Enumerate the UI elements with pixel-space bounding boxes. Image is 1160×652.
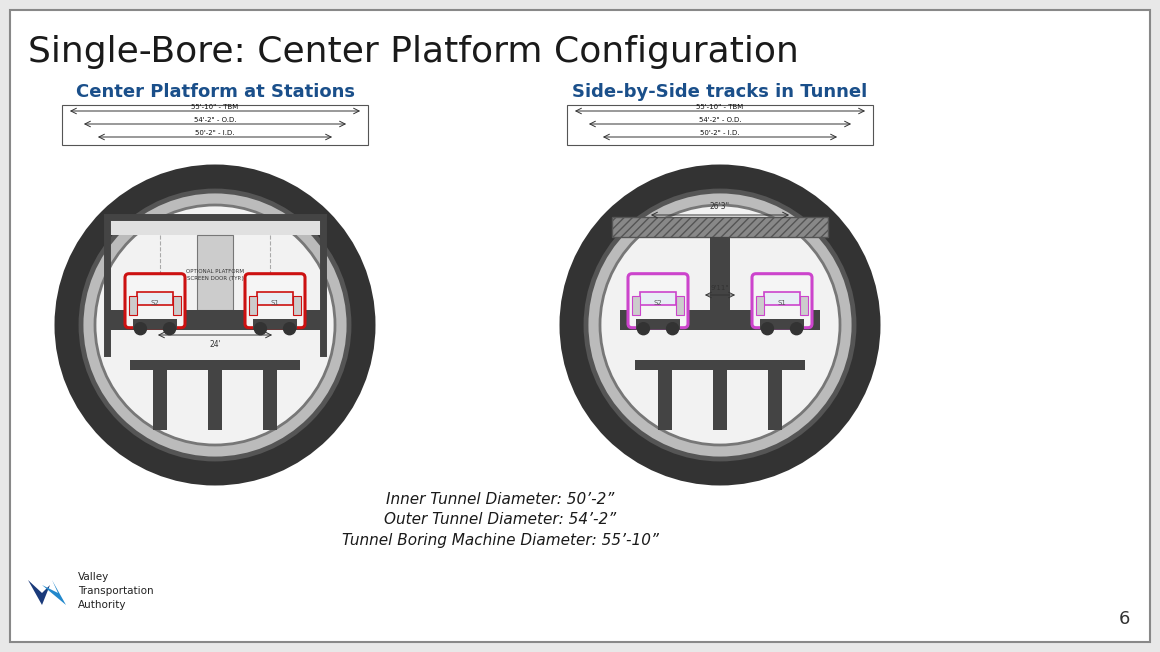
Circle shape	[67, 177, 363, 473]
Text: S1: S1	[777, 300, 786, 306]
Text: Inner Tunnel Diameter: 50’-2”: Inner Tunnel Diameter: 50’-2”	[386, 492, 614, 507]
Circle shape	[164, 323, 175, 334]
Text: S1: S1	[270, 300, 280, 306]
Text: 9'11": 9'11"	[711, 285, 730, 291]
Text: S2: S2	[653, 300, 662, 306]
Bar	[292, 296, 300, 314]
Text: 24': 24'	[209, 340, 220, 349]
Bar	[768, 370, 782, 430]
Bar	[263, 370, 277, 430]
FancyBboxPatch shape	[752, 274, 812, 328]
Circle shape	[283, 323, 296, 334]
Polygon shape	[28, 580, 50, 605]
Text: 54'-2" - O.D.: 54'-2" - O.D.	[194, 117, 237, 123]
Bar	[256, 291, 293, 305]
Bar	[763, 291, 800, 305]
Circle shape	[95, 205, 335, 445]
Text: Center Platform at Stations: Center Platform at Stations	[75, 83, 355, 101]
Polygon shape	[42, 580, 66, 605]
Circle shape	[761, 323, 774, 334]
Bar	[249, 296, 258, 314]
Bar	[632, 296, 640, 314]
Bar	[208, 370, 222, 430]
FancyBboxPatch shape	[125, 274, 184, 328]
Bar	[800, 296, 807, 314]
Bar	[676, 296, 684, 314]
Circle shape	[638, 323, 650, 334]
Circle shape	[600, 205, 840, 445]
Bar	[713, 370, 727, 430]
Circle shape	[791, 323, 803, 334]
Bar	[756, 296, 764, 314]
Circle shape	[572, 177, 868, 473]
Text: 6: 6	[1118, 610, 1130, 628]
Circle shape	[254, 323, 267, 334]
Bar	[129, 296, 137, 314]
Bar	[760, 319, 804, 329]
Text: 54'-2" - O.D.: 54'-2" - O.D.	[698, 117, 741, 123]
Text: 50'-2" - I.D.: 50'-2" - I.D.	[701, 130, 740, 136]
Text: S2: S2	[151, 300, 159, 306]
Bar	[619, 310, 820, 330]
FancyBboxPatch shape	[245, 274, 305, 328]
Bar	[658, 370, 672, 430]
FancyBboxPatch shape	[628, 274, 688, 328]
Bar	[109, 219, 321, 235]
Circle shape	[81, 191, 349, 459]
Bar	[612, 217, 828, 237]
Bar	[636, 319, 680, 329]
Text: Outer Tunnel Diameter: 54’-2”: Outer Tunnel Diameter: 54’-2”	[384, 512, 616, 527]
Text: Side-by-Side tracks in Tunnel: Side-by-Side tracks in Tunnel	[572, 83, 868, 101]
Text: 55'-10" - TBM: 55'-10" - TBM	[696, 104, 744, 110]
Text: Single-Bore: Center Platform Configuration: Single-Bore: Center Platform Configurati…	[28, 35, 799, 69]
Text: 55'-10" - TBM: 55'-10" - TBM	[191, 104, 239, 110]
Bar	[133, 319, 177, 329]
Bar	[61, 105, 368, 145]
Bar	[137, 291, 173, 305]
Bar	[640, 291, 676, 305]
Bar	[197, 235, 233, 310]
Bar	[153, 370, 167, 430]
Circle shape	[667, 323, 679, 334]
Text: OPTIONAL PLATFORM
SCREEN DOOR (TYP.): OPTIONAL PLATFORM SCREEN DOOR (TYP.)	[186, 269, 244, 280]
Text: 26'3": 26'3"	[710, 202, 730, 211]
Bar	[567, 105, 873, 145]
Text: 50'-2" - I.D.: 50'-2" - I.D.	[195, 130, 234, 136]
Bar	[107, 310, 322, 330]
Bar	[253, 319, 297, 329]
Bar	[130, 360, 300, 370]
Circle shape	[586, 191, 854, 459]
Bar	[635, 360, 805, 370]
Bar	[173, 296, 181, 314]
Circle shape	[135, 323, 146, 334]
Text: Tunnel Boring Machine Diameter: 55’-10”: Tunnel Boring Machine Diameter: 55’-10”	[341, 533, 659, 548]
Text: Valley
Transportation
Authority: Valley Transportation Authority	[78, 572, 153, 610]
Bar	[710, 237, 730, 310]
